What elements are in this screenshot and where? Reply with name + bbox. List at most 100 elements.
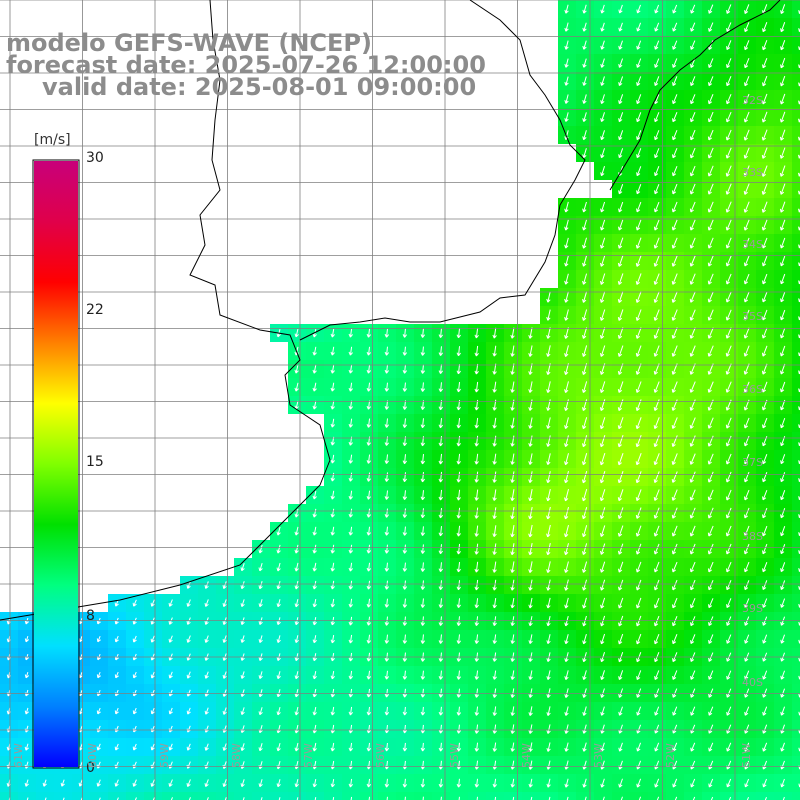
- wind-arrow: [402, 544, 408, 554]
- wind-arrow: [474, 453, 479, 465]
- wind-arrow: [294, 635, 299, 644]
- wind-arrow: [726, 580, 732, 591]
- wind-arrow: [330, 670, 335, 680]
- wind-arrow: [420, 544, 426, 554]
- wind-arrow: [114, 689, 119, 697]
- wind-arrow: [636, 184, 642, 195]
- wind-arrow: [689, 507, 696, 519]
- wind-arrow: [690, 76, 696, 87]
- wind-arrow: [582, 597, 587, 609]
- wind-arrow: [636, 778, 642, 788]
- wind-arrow: [635, 561, 642, 573]
- wind-arrow: [653, 219, 660, 231]
- wind-arrow: [780, 454, 786, 465]
- wind-arrow: [168, 635, 173, 643]
- wind-arrow: [671, 255, 678, 267]
- wind-arrow: [132, 707, 137, 715]
- wind-arrow: [780, 75, 786, 87]
- wind-arrow: [636, 112, 642, 123]
- wind-arrow: [312, 671, 317, 680]
- wind-arrow: [689, 129, 696, 141]
- wind-arrow: [546, 506, 551, 520]
- wind-arrow: [582, 706, 587, 716]
- wind-arrow: [761, 147, 768, 159]
- lon-label: 51W: [740, 743, 753, 768]
- wind-arrow: [546, 345, 551, 357]
- wind-arrow: [564, 201, 569, 213]
- wind-arrow: [278, 797, 281, 800]
- speed-cell: [486, 792, 504, 800]
- wind-arrow: [653, 435, 660, 448]
- wind-arrow: [402, 508, 408, 518]
- wind-arrow: [564, 525, 569, 538]
- wind-arrow: [690, 706, 696, 716]
- wind-arrow: [546, 670, 551, 680]
- wind-arrow: [744, 616, 750, 626]
- wind-arrow: [600, 688, 605, 698]
- wind-arrow: [294, 562, 299, 572]
- wind-arrow: [690, 616, 696, 627]
- wind-arrow: [599, 291, 606, 303]
- wind-arrow: [204, 743, 209, 751]
- wind-arrow: [312, 490, 317, 500]
- wind-arrow: [708, 616, 714, 627]
- wind-arrow: [546, 435, 551, 447]
- wind-arrow: [60, 779, 65, 787]
- wind-arrow: [96, 689, 101, 697]
- wind-arrow: [546, 778, 551, 788]
- wind-arrow: [438, 346, 444, 356]
- wind-arrow: [689, 237, 696, 249]
- wind-arrow: [492, 435, 497, 447]
- wind-arrow: [420, 490, 426, 501]
- wind-arrow: [546, 561, 551, 573]
- wind-arrow: [654, 130, 660, 141]
- wind-arrow: [384, 544, 390, 554]
- wind-arrow: [510, 778, 515, 788]
- wind-arrow: [653, 453, 660, 466]
- wind-arrow: [743, 363, 750, 375]
- wind-arrow: [384, 472, 390, 482]
- wind-arrow: [635, 453, 642, 466]
- wind-arrow: [617, 381, 624, 393]
- wind-arrow: [779, 219, 786, 231]
- wind-arrow: [474, 543, 479, 555]
- wind-arrow: [186, 617, 191, 625]
- wind-arrow: [330, 508, 335, 518]
- wind-arrow: [294, 580, 299, 590]
- wind-arrow: [582, 291, 588, 303]
- wind-arrow: [402, 598, 408, 608]
- wind-arrow: [366, 634, 372, 644]
- wind-arrow: [510, 616, 515, 627]
- speed-cell: [792, 522, 800, 540]
- wind-arrow: [635, 381, 642, 393]
- wind-arrow: [689, 417, 696, 429]
- wind-arrow: [744, 580, 750, 591]
- wind-arrow: [402, 562, 408, 572]
- wind-arrow: [761, 273, 768, 285]
- wind-arrow: [510, 597, 515, 609]
- speed-cell: [108, 792, 126, 800]
- speed-cell: [468, 792, 486, 800]
- wind-arrow: [330, 346, 335, 356]
- wind-arrow: [654, 76, 660, 87]
- wind-arrow: [617, 417, 624, 430]
- wind-arrow: [582, 112, 587, 122]
- wind-arrow: [276, 706, 281, 716]
- speed-cell: [792, 738, 800, 756]
- wind-arrow: [672, 778, 678, 788]
- wind-arrow: [510, 706, 515, 716]
- wind-arrow: [206, 797, 209, 800]
- wind-arrow: [314, 797, 317, 800]
- wind-arrow: [402, 328, 408, 338]
- speed-cell: [0, 792, 18, 800]
- wind-arrow: [599, 273, 606, 285]
- wind-arrow: [456, 616, 462, 626]
- wind-arrow: [707, 129, 714, 141]
- speed-cell: [396, 792, 414, 800]
- wind-arrow: [384, 580, 390, 590]
- wind-arrow: [707, 453, 714, 465]
- wind-arrow: [348, 364, 353, 374]
- wind-arrow: [582, 76, 587, 86]
- wind-arrow: [761, 201, 768, 213]
- wind-arrow: [528, 688, 533, 698]
